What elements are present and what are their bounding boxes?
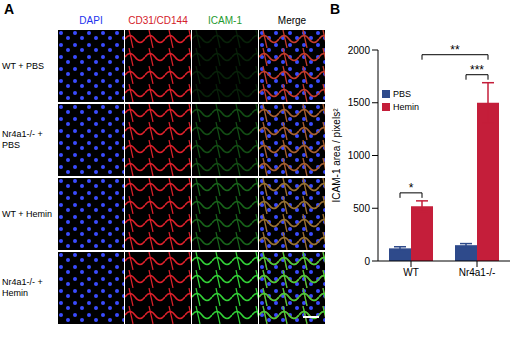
html-text:ICAM-1: ICAM-1 [208,15,242,26]
html-text:A: A [4,1,15,17]
html-text:B: B [330,1,341,17]
svg-text:***: *** [470,63,484,77]
html-text:PBS: PBS [393,89,411,99]
svg-text:1000: 1000 [348,150,371,161]
svg-text:ICAM-1 area / pixels²: ICAM-1 area / pixels² [331,108,342,203]
html-text:DAPI: DAPI [79,15,103,26]
html-text:WT + PBS: WT + PBS [2,60,45,71]
svg-text:*: * [409,181,414,195]
svg-text:WT: WT [403,267,419,278]
html-text:Nr4a1-/- + Hemin: Nr4a1-/- + Hemin [2,277,43,298]
svg-text:2000: 2000 [348,45,371,56]
html-text:Nr4a1-/- + PBS: Nr4a1-/- + PBS [2,129,43,150]
html-text:WT + Hemin: WT + Hemin [2,208,53,219]
svg-text:1500: 1500 [348,97,371,108]
svg-text:Nr4a1-/-: Nr4a1-/- [459,267,496,278]
html-text:CD31/CD144: CD31/CD144 [128,15,188,26]
svg-text:**: ** [450,43,460,57]
html-text:Hemin: Hemin [393,102,419,112]
svg-text:500: 500 [353,203,370,214]
html-text:Merge: Merge [277,15,307,26]
svg-text:0: 0 [364,256,370,267]
